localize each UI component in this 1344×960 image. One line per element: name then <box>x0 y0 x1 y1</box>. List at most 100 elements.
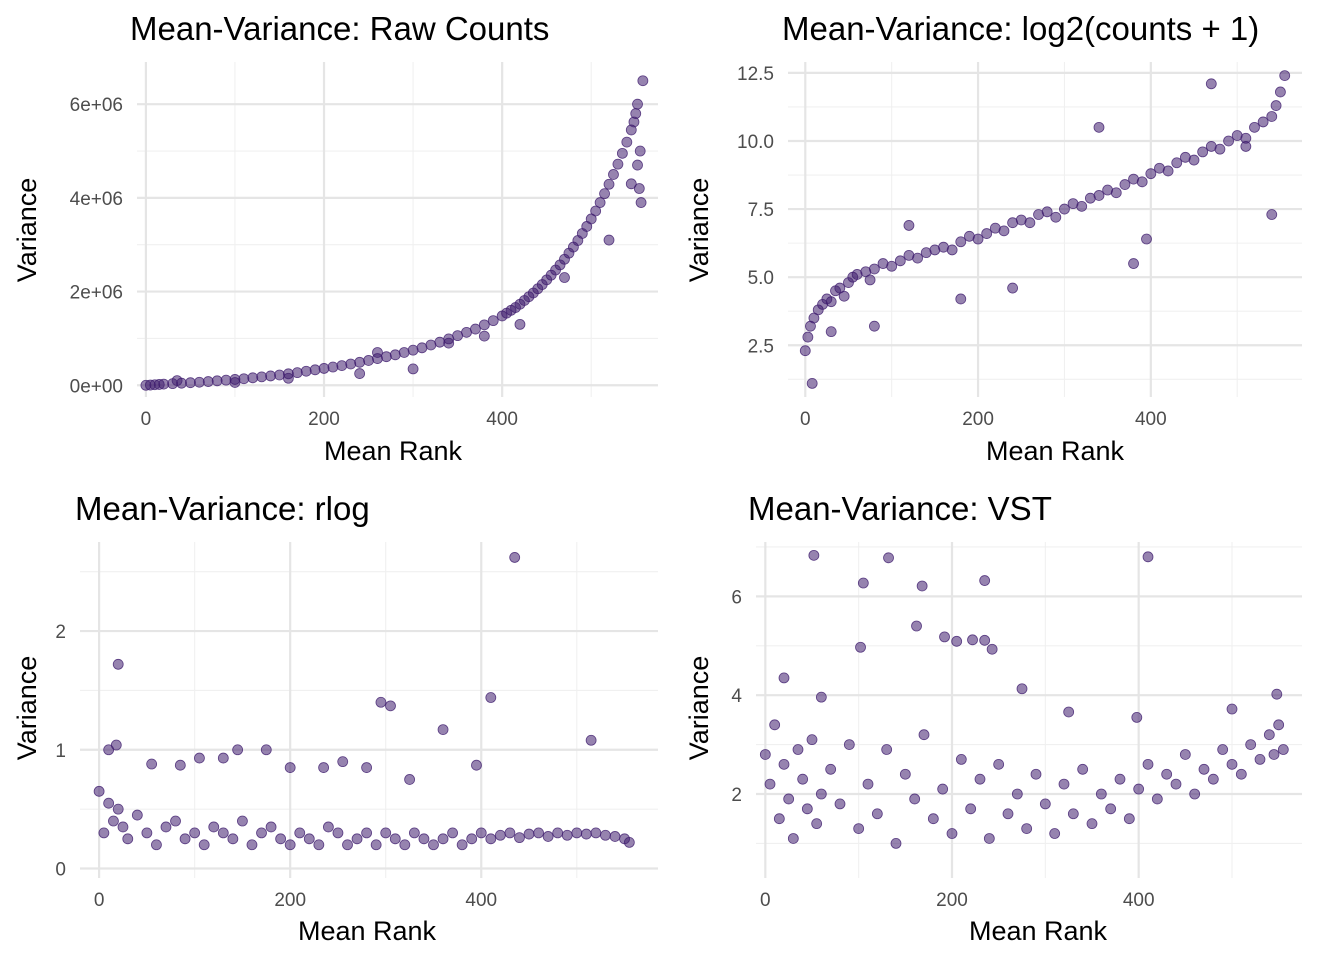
data-point <box>437 833 449 845</box>
data-point <box>1223 135 1234 147</box>
data-point <box>217 827 229 839</box>
data-point <box>1131 712 1143 723</box>
data-point <box>616 147 628 159</box>
data-point <box>981 228 993 239</box>
data-point <box>1207 773 1219 785</box>
data-point <box>466 833 478 845</box>
data-point <box>778 672 790 684</box>
data-point <box>198 839 210 851</box>
data-point <box>1049 828 1061 839</box>
data-point <box>559 272 570 283</box>
data-point <box>385 700 396 712</box>
data-point <box>1086 818 1098 830</box>
data-point <box>1128 258 1139 269</box>
data-point <box>533 827 544 839</box>
data-point <box>542 831 554 842</box>
y-tick-label: 2 <box>731 785 742 806</box>
data-point <box>967 634 978 646</box>
data-point <box>103 744 115 756</box>
data-point <box>1050 211 1062 223</box>
data-point <box>855 641 866 653</box>
data-point <box>265 370 276 382</box>
data-point <box>939 631 950 643</box>
data-point <box>256 371 268 383</box>
x-tick-label: 0 <box>800 409 811 430</box>
data-point <box>1270 100 1282 111</box>
data-point <box>1217 744 1229 755</box>
data-point <box>437 724 449 735</box>
data-point <box>284 762 296 773</box>
x-tick-label: 400 <box>1135 409 1167 430</box>
x-tick-label: 400 <box>465 890 497 911</box>
x-tick-label: 200 <box>962 409 994 430</box>
data-point <box>193 376 205 388</box>
data-point <box>380 827 392 839</box>
data-point <box>256 827 267 839</box>
x-tick-label: 200 <box>936 890 968 911</box>
data-point <box>600 829 611 841</box>
data-point <box>151 839 162 851</box>
data-point <box>238 373 250 385</box>
x-tick-label: 400 <box>1123 890 1155 911</box>
data-point <box>778 758 790 770</box>
data-point <box>456 839 468 851</box>
y-tick-label: 0 <box>55 860 66 881</box>
data-point <box>504 827 516 839</box>
data-point <box>1161 768 1173 780</box>
data-point <box>838 290 850 302</box>
data-point <box>1235 768 1247 780</box>
data-point <box>372 347 383 358</box>
data-point <box>1110 187 1122 199</box>
data-point <box>946 828 958 839</box>
data-point <box>603 234 615 246</box>
data-point <box>336 360 348 372</box>
data-point <box>327 361 339 373</box>
data-point <box>1059 203 1070 215</box>
y-axis-title: Variance <box>684 656 714 761</box>
data-point <box>1263 729 1275 741</box>
data-point <box>322 821 334 833</box>
data-point <box>1254 754 1266 765</box>
data-point <box>808 549 820 561</box>
data-point <box>1205 78 1217 90</box>
data-point <box>112 658 124 670</box>
data-point <box>909 793 921 805</box>
data-point <box>122 833 134 845</box>
data-point <box>1142 551 1154 563</box>
data-point <box>609 831 621 842</box>
data-point <box>471 759 482 771</box>
data-point <box>594 197 606 208</box>
data-point <box>470 323 481 335</box>
data-point <box>625 178 637 190</box>
data-point <box>783 793 795 805</box>
data-point <box>1266 111 1278 122</box>
data-point <box>1226 703 1238 715</box>
data-point <box>408 827 420 839</box>
y-axis-title: Variance <box>12 656 42 761</box>
data-point <box>443 337 455 349</box>
data-point <box>632 159 643 171</box>
data-point <box>485 692 497 703</box>
data-point <box>354 356 366 368</box>
data-point <box>955 754 967 765</box>
data-point <box>112 803 124 815</box>
data-point <box>883 552 894 564</box>
x-axis-title: Mean Rank <box>969 916 1108 946</box>
data-point <box>972 233 984 245</box>
data-point <box>185 377 196 389</box>
data-point <box>603 178 615 190</box>
data-point <box>894 255 906 267</box>
data-point <box>485 833 497 845</box>
data-point <box>899 768 911 780</box>
data-point <box>1275 86 1286 98</box>
data-point <box>1136 176 1148 188</box>
data-point <box>318 363 330 374</box>
data-point <box>452 330 464 342</box>
data-point <box>590 827 602 839</box>
y-tick-label: 12.5 <box>737 64 774 85</box>
data-point <box>93 785 105 797</box>
data-point <box>194 752 205 764</box>
data-point <box>399 839 411 851</box>
data-point <box>131 809 143 821</box>
data-point <box>428 839 439 851</box>
